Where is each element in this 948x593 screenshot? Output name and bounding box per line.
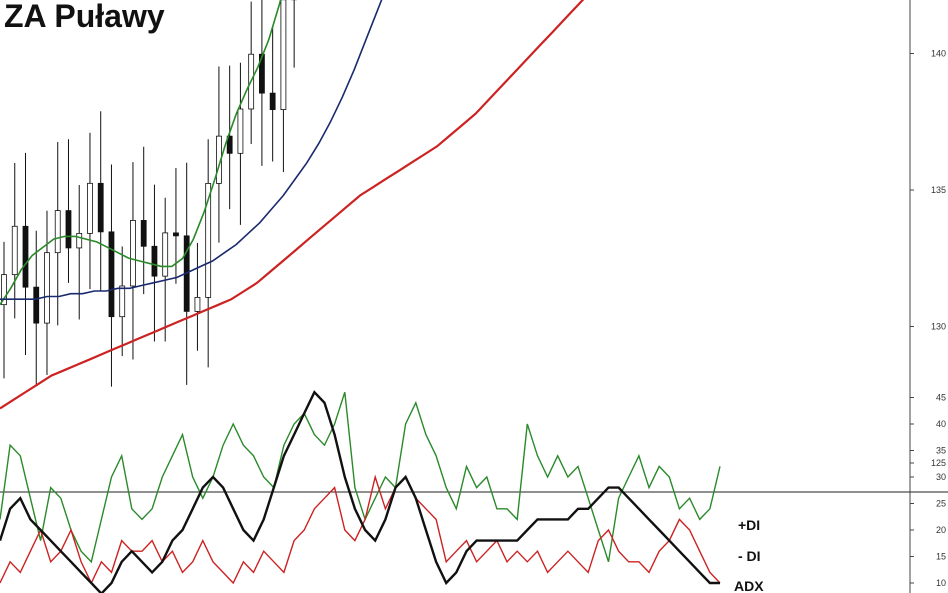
price-series-line — [0, 0, 585, 410]
legend-plus-di: +DI — [738, 517, 760, 533]
indicator-panel — [0, 390, 721, 593]
candle-body — [11, 225, 18, 276]
indicator-series-line — [0, 391, 721, 564]
indicator-tick-label: 25 — [936, 499, 946, 509]
candle-body — [237, 108, 244, 154]
candle-body — [173, 232, 179, 237]
di-adx-lines — [0, 390, 721, 593]
candle-body — [87, 182, 93, 234]
indicator-series-line — [0, 390, 720, 593]
indicator-tick-label: 40 — [936, 419, 946, 429]
indicator-tick-label: 15 — [936, 552, 946, 562]
y-tick-label: 130 — [931, 322, 946, 332]
legend-adx: ADX — [734, 578, 764, 593]
candle-body — [259, 53, 265, 94]
y-axis: 1251301351401451501551601651701751801851… — [909, 0, 946, 593]
candle-body — [97, 182, 104, 233]
y-tick-label: 125 — [931, 458, 946, 468]
y-tick-label: 140 — [931, 49, 946, 59]
indicator-tick-label: 45 — [936, 393, 946, 403]
candle-body — [54, 210, 61, 254]
indicator-tick-label: 30 — [936, 472, 946, 482]
candle-body — [226, 135, 233, 154]
candle-body — [130, 220, 136, 287]
y-tick-label: 135 — [931, 185, 946, 195]
candle-body — [44, 252, 50, 324]
candle-body — [119, 285, 126, 318]
candle-body — [280, 0, 287, 110]
indicator-tick-label: 35 — [936, 446, 946, 456]
candle-body — [22, 225, 29, 288]
candle-body — [108, 231, 115, 318]
candle-body — [205, 183, 212, 298]
candle-body — [162, 232, 169, 277]
legend-minus-di: - DI — [738, 548, 761, 564]
candle-body — [76, 232, 83, 249]
indicator-series-line — [0, 474, 721, 585]
candle-body — [269, 92, 276, 110]
indicator-tick-label: 10 — [936, 578, 946, 588]
candle-body — [151, 245, 158, 277]
candle-body — [33, 286, 40, 324]
chart-title: ZA Puławy — [4, 0, 165, 34]
price-series-line — [0, 0, 282, 306]
moving-average-lines — [0, 0, 585, 410]
candle-body — [65, 210, 72, 249]
candle-body — [194, 297, 201, 312]
candle-body — [140, 220, 147, 247]
price-panel: 193185 — [0, 0, 585, 410]
candle-body — [1, 274, 7, 306]
indicator-tick-label: 20 — [936, 525, 946, 535]
candlestick-series — [1, 0, 298, 387]
price-series-line — [0, 0, 383, 301]
